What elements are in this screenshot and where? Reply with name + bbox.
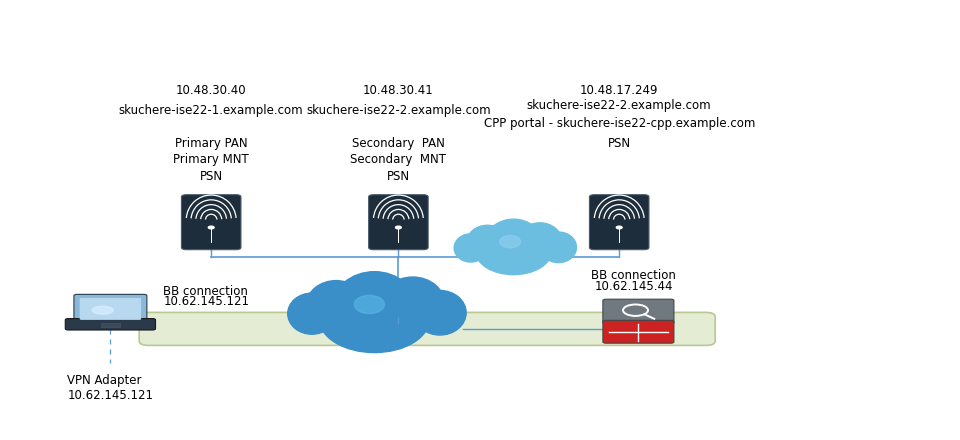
Ellipse shape — [380, 277, 445, 332]
Text: Primary PAN: Primary PAN — [175, 136, 248, 150]
FancyBboxPatch shape — [603, 320, 674, 343]
Text: BB connection: BB connection — [163, 285, 248, 298]
Text: 10.48.30.40: 10.48.30.40 — [176, 84, 247, 97]
Text: 10.48.30.41: 10.48.30.41 — [363, 84, 434, 97]
Ellipse shape — [467, 225, 508, 260]
Text: Secondary  MNT: Secondary MNT — [350, 153, 446, 166]
FancyBboxPatch shape — [469, 245, 558, 256]
Ellipse shape — [354, 295, 384, 314]
FancyBboxPatch shape — [603, 299, 674, 324]
Ellipse shape — [92, 306, 113, 314]
FancyBboxPatch shape — [139, 312, 715, 345]
Circle shape — [616, 226, 622, 229]
FancyBboxPatch shape — [311, 310, 438, 325]
Bar — [101, 323, 120, 327]
Text: CPP portal - skuchere-ise22-cpp.example.com: CPP portal - skuchere-ise22-cpp.example.… — [484, 117, 755, 130]
Ellipse shape — [540, 232, 577, 263]
FancyBboxPatch shape — [80, 298, 141, 320]
Ellipse shape — [485, 219, 542, 268]
Ellipse shape — [288, 293, 336, 334]
Circle shape — [208, 226, 214, 229]
Ellipse shape — [319, 284, 430, 352]
FancyBboxPatch shape — [74, 294, 147, 323]
Circle shape — [396, 226, 401, 229]
Text: PSN: PSN — [608, 136, 631, 150]
Text: skuchere-ise22-2.example.com: skuchere-ise22-2.example.com — [527, 99, 711, 112]
Text: PSN: PSN — [387, 170, 410, 183]
FancyBboxPatch shape — [589, 194, 649, 250]
FancyBboxPatch shape — [369, 194, 428, 250]
Ellipse shape — [517, 223, 562, 260]
Text: 10.62.145.121: 10.62.145.121 — [67, 389, 154, 402]
Text: 10.48.17.249: 10.48.17.249 — [580, 84, 659, 97]
Text: skuchere-ise22-1.example.com: skuchere-ise22-1.example.com — [119, 103, 303, 117]
Text: VPN Adapter: VPN Adapter — [67, 374, 142, 387]
Text: BB connection: BB connection — [591, 268, 676, 282]
Ellipse shape — [454, 234, 488, 262]
Ellipse shape — [332, 271, 417, 344]
Ellipse shape — [475, 227, 552, 275]
FancyBboxPatch shape — [181, 194, 241, 250]
FancyBboxPatch shape — [65, 319, 156, 330]
Text: 10.62.145.121: 10.62.145.121 — [163, 295, 250, 308]
Text: Primary MNT: Primary MNT — [174, 153, 249, 166]
Text: 10.62.145.44: 10.62.145.44 — [594, 279, 673, 293]
Text: Secondary  PAN: Secondary PAN — [352, 136, 444, 150]
Ellipse shape — [414, 290, 467, 335]
Text: PSN: PSN — [200, 170, 223, 183]
Ellipse shape — [306, 281, 367, 332]
Text: skuchere-ise22-2.example.com: skuchere-ise22-2.example.com — [306, 103, 491, 117]
Ellipse shape — [500, 235, 520, 248]
